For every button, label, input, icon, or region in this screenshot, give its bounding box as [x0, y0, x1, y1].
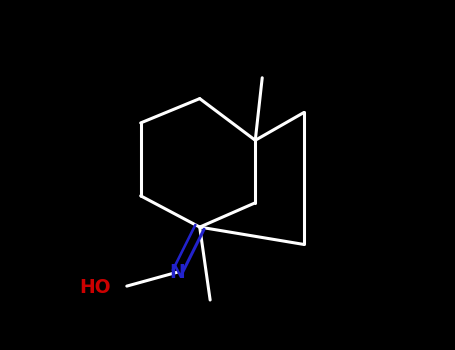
Text: N: N	[169, 263, 185, 282]
Text: HO: HO	[80, 278, 111, 298]
